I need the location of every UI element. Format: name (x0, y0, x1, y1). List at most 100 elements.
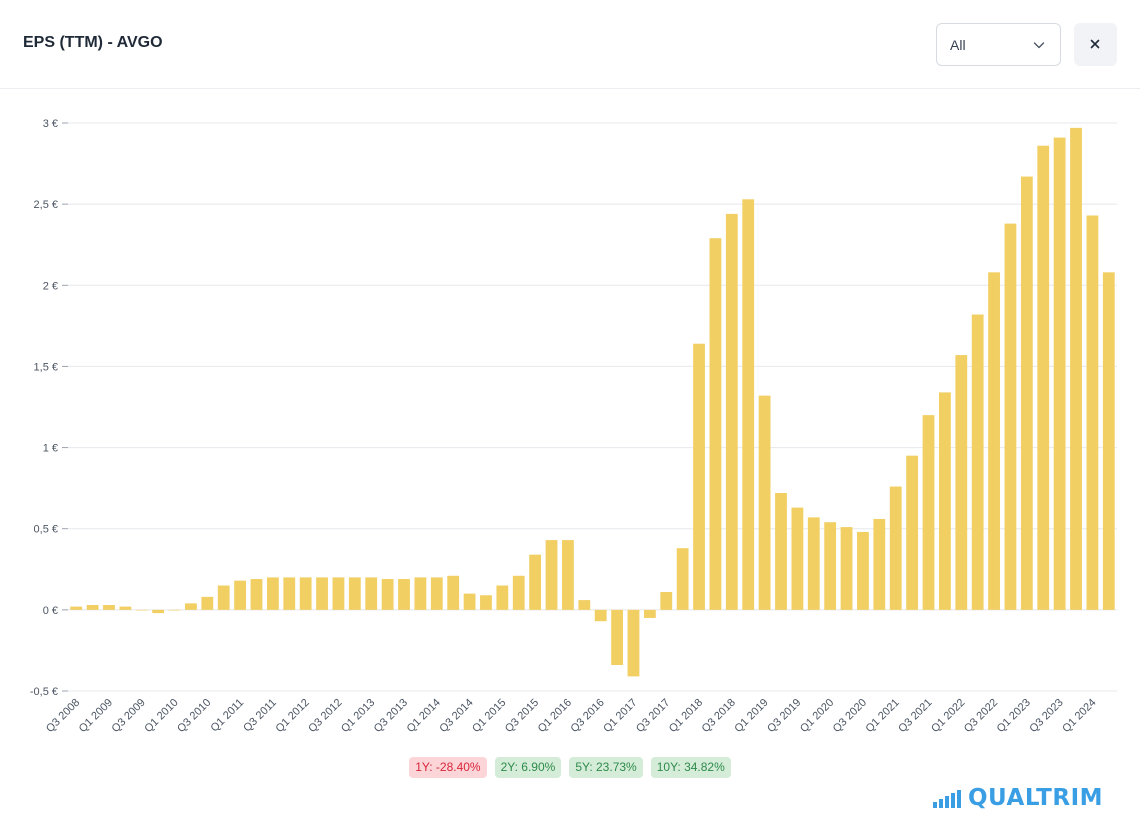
bar[interactable] (185, 603, 197, 610)
bar[interactable] (365, 577, 378, 610)
x-tick-label: Q3 2012 (306, 697, 344, 735)
bar[interactable] (693, 343, 705, 610)
bar[interactable] (119, 606, 132, 610)
bar[interactable] (1004, 223, 1017, 610)
range-select-value: All (950, 37, 966, 53)
bar[interactable] (168, 609, 181, 611)
bar[interactable] (889, 486, 902, 610)
bar[interactable] (512, 575, 525, 610)
close-button[interactable] (1074, 23, 1117, 66)
bar[interactable] (1020, 176, 1033, 610)
x-tick-label: Q1 2014 (405, 697, 443, 735)
x-tick-label: Q1 2023 (995, 697, 1033, 735)
logo-text: QUALTRIM (968, 785, 1104, 811)
bar[interactable] (447, 575, 460, 610)
bar[interactable] (1037, 145, 1050, 610)
x-tick-label: Q1 2024 (1060, 697, 1098, 735)
bar[interactable] (480, 595, 492, 610)
bar[interactable] (414, 577, 427, 610)
x-tick-label: Q3 2020 (831, 697, 869, 735)
bar[interactable] (398, 579, 410, 610)
bar[interactable] (758, 395, 771, 610)
bar[interactable] (103, 604, 115, 610)
growth-badge: 5Y: 23.73% (569, 757, 643, 778)
bar[interactable] (348, 577, 361, 610)
bar[interactable] (201, 596, 214, 610)
y-tick-label: 2 € (43, 280, 58, 292)
bar[interactable] (824, 522, 837, 610)
bar[interactable] (742, 199, 755, 610)
bar[interactable] (562, 540, 574, 610)
bar[interactable] (709, 238, 722, 610)
x-tick-label: Q1 2012 (273, 697, 311, 735)
bar[interactable] (316, 577, 328, 610)
bar[interactable] (1070, 127, 1082, 610)
bar[interactable] (283, 577, 296, 610)
x-tick-label: Q3 2013 (372, 697, 410, 735)
x-tick-label: Q3 2016 (568, 697, 606, 735)
x-tick-label: Q1 2011 (208, 697, 246, 735)
x-tick-label: Q3 2008 (44, 697, 82, 735)
bar[interactable] (70, 606, 83, 610)
x-tick-label: Q1 2019 (732, 697, 770, 735)
bars (70, 127, 1115, 677)
bar[interactable] (627, 609, 640, 677)
bar[interactable] (643, 609, 656, 618)
bar[interactable] (135, 609, 148, 611)
bar[interactable] (775, 493, 787, 610)
bar[interactable] (594, 609, 607, 622)
bar[interactable] (152, 609, 165, 614)
growth-badges: 1Y: -28.40% 2Y: 6.90% 5Y: 23.73% 10Y: 34.82… (0, 757, 1140, 779)
bar[interactable] (1053, 137, 1066, 610)
bar[interactable] (332, 577, 345, 610)
bar[interactable] (266, 577, 279, 610)
x-tick-label: Q1 2021 (864, 697, 902, 735)
chevron-down-icon (1032, 38, 1046, 57)
x-tick-label: Q3 2021 (896, 697, 934, 735)
bar[interactable] (725, 213, 738, 610)
x-tick-label: Q3 2018 (700, 697, 738, 735)
x-tick-label: Q3 2009 (110, 697, 148, 735)
bar[interactable] (807, 517, 820, 610)
x-tick-label: Q1 2017 (601, 697, 639, 735)
range-select[interactable]: All (936, 23, 1061, 66)
x-tick-label: Q1 2022 (929, 697, 967, 735)
bar[interactable] (1102, 272, 1115, 610)
y-tick-label: 1 € (43, 443, 58, 455)
x-tick-label: Q1 2010 (142, 697, 180, 735)
bar[interactable] (529, 554, 542, 610)
bar[interactable] (430, 577, 443, 610)
bar[interactable] (791, 507, 804, 610)
bar[interactable] (545, 540, 558, 610)
bar[interactable] (660, 592, 673, 610)
bar[interactable] (86, 604, 99, 610)
x-tick-label: Q3 2023 (1027, 697, 1065, 735)
growth-badge: 1Y: -28.40% (409, 757, 487, 778)
bar[interactable] (299, 577, 312, 610)
bar[interactable] (234, 580, 247, 610)
bar[interactable] (496, 585, 509, 610)
bar[interactable] (611, 609, 623, 666)
bar[interactable] (250, 579, 263, 610)
x-tick-label: Q1 2015 (470, 697, 508, 735)
bar[interactable] (988, 272, 1000, 610)
bar[interactable] (906, 455, 919, 610)
bar[interactable] (922, 415, 935, 610)
bar[interactable] (971, 314, 984, 610)
bar[interactable] (857, 531, 869, 610)
bar[interactable] (938, 392, 951, 610)
bar[interactable] (1086, 215, 1099, 610)
x-tick-label: Q1 2009 (77, 697, 115, 735)
bar[interactable] (217, 585, 230, 610)
x-tick-label: Q3 2022 (962, 697, 1000, 735)
bar[interactable] (955, 355, 968, 610)
bar[interactable] (676, 548, 689, 610)
bar[interactable] (873, 518, 886, 610)
x-tick-label: Q1 2013 (339, 697, 377, 735)
x-tick-label: Q3 2011 (241, 697, 279, 735)
bar[interactable] (840, 527, 853, 610)
bar[interactable] (381, 579, 394, 610)
bar[interactable] (578, 600, 591, 610)
bar[interactable] (463, 593, 476, 610)
